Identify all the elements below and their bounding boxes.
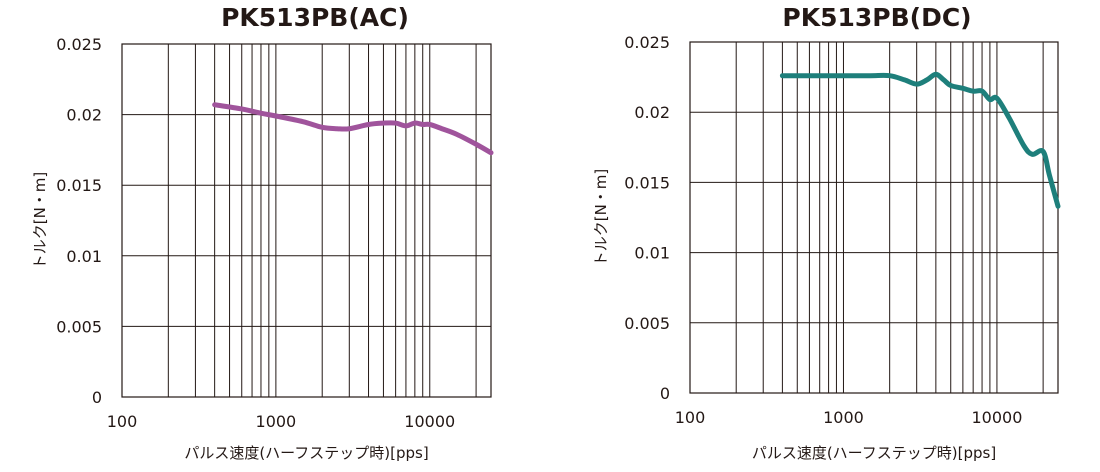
y-tick-label: 0.01 [634,244,670,263]
y-tick-label: 0 [92,388,102,407]
series-line-0-0 [212,102,494,156]
y-tick-label: 0.005 [56,317,102,336]
x-tick-label: 10000 [404,412,455,431]
chart-0: 0 0.005 0.01 0.015 0.02 0.025 100 1000 10000 PK51… [31,3,494,462]
chart-title: PK513PB(AC) [221,3,409,32]
plot-frame [121,43,492,398]
series-line-1-0 [779,71,1061,209]
plot-frame [689,41,1059,394]
x-tick-label: 1000 [823,408,864,427]
y-axis-label: トルク[N・m] [592,169,610,267]
chart-title: PK513PB(DC) [782,3,971,32]
y-tick-label: 0.005 [624,314,670,333]
x-tick-label: 100 [107,412,138,431]
x-axis-label: パルス速度(ハーフステップ時)[pps] [752,444,996,462]
x-tick-label: 100 [675,408,706,427]
x-tick-label: 10000 [971,408,1022,427]
y-tick-label: 0 [660,384,670,403]
x-axis-label: パルス速度(ハーフステップ時)[pps] [184,444,428,462]
chart-1: 0 0.005 0.01 0.015 0.02 0.025 100 1000 10000 PK51… [592,3,1061,462]
y-axis-label: トルク[N・m] [31,172,49,270]
y-tick-label: 0.025 [624,33,670,52]
y-tick-label: 0.015 [624,173,670,192]
x-tick-label: 1000 [256,412,297,431]
y-tick-label: 0.02 [66,106,102,125]
y-tick-label: 0.01 [66,247,102,266]
y-tick-label: 0.025 [56,35,102,54]
y-tick-label: 0.015 [56,176,102,195]
y-tick-label: 0.02 [634,103,670,122]
